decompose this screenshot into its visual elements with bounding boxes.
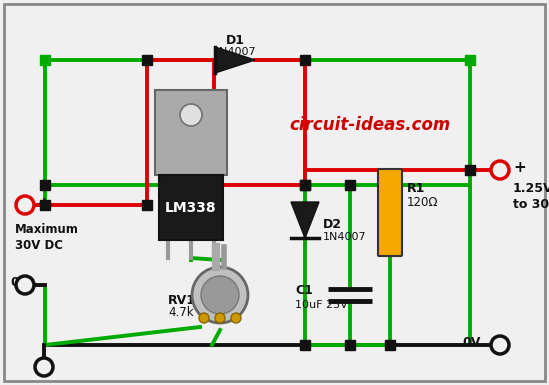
Text: C1: C1 xyxy=(295,283,313,296)
Text: +: + xyxy=(37,196,50,211)
Text: R1: R1 xyxy=(407,181,425,194)
FancyBboxPatch shape xyxy=(159,175,223,240)
Text: 1N4007: 1N4007 xyxy=(323,232,367,242)
Text: LM338: LM338 xyxy=(165,201,217,214)
Text: D1: D1 xyxy=(226,33,244,47)
Polygon shape xyxy=(215,47,255,73)
Circle shape xyxy=(215,313,225,323)
Text: circuit-ideas.com: circuit-ideas.com xyxy=(289,116,451,134)
Text: 1N4007: 1N4007 xyxy=(213,47,257,57)
FancyBboxPatch shape xyxy=(378,169,402,256)
Circle shape xyxy=(201,276,239,314)
Circle shape xyxy=(16,196,34,214)
Circle shape xyxy=(491,161,509,179)
Text: RV1: RV1 xyxy=(168,293,196,306)
Circle shape xyxy=(231,313,241,323)
Text: 1.25V
to 30V: 1.25V to 30V xyxy=(513,182,549,211)
Circle shape xyxy=(180,104,202,126)
Text: 4.7k: 4.7k xyxy=(168,306,194,320)
Text: Maximum
30V DC: Maximum 30V DC xyxy=(15,223,79,252)
Text: +: + xyxy=(513,161,526,176)
Circle shape xyxy=(491,336,509,354)
Text: 10uF 25V: 10uF 25V xyxy=(295,300,348,310)
Circle shape xyxy=(192,267,248,323)
Text: D2: D2 xyxy=(323,219,342,231)
FancyBboxPatch shape xyxy=(155,90,227,175)
Circle shape xyxy=(16,276,34,294)
Circle shape xyxy=(199,313,209,323)
Polygon shape xyxy=(291,202,319,238)
Circle shape xyxy=(35,358,53,376)
Text: 120Ω: 120Ω xyxy=(407,196,439,209)
FancyBboxPatch shape xyxy=(4,4,545,381)
Text: 0V: 0V xyxy=(462,336,480,350)
Text: 0V: 0V xyxy=(10,276,29,290)
